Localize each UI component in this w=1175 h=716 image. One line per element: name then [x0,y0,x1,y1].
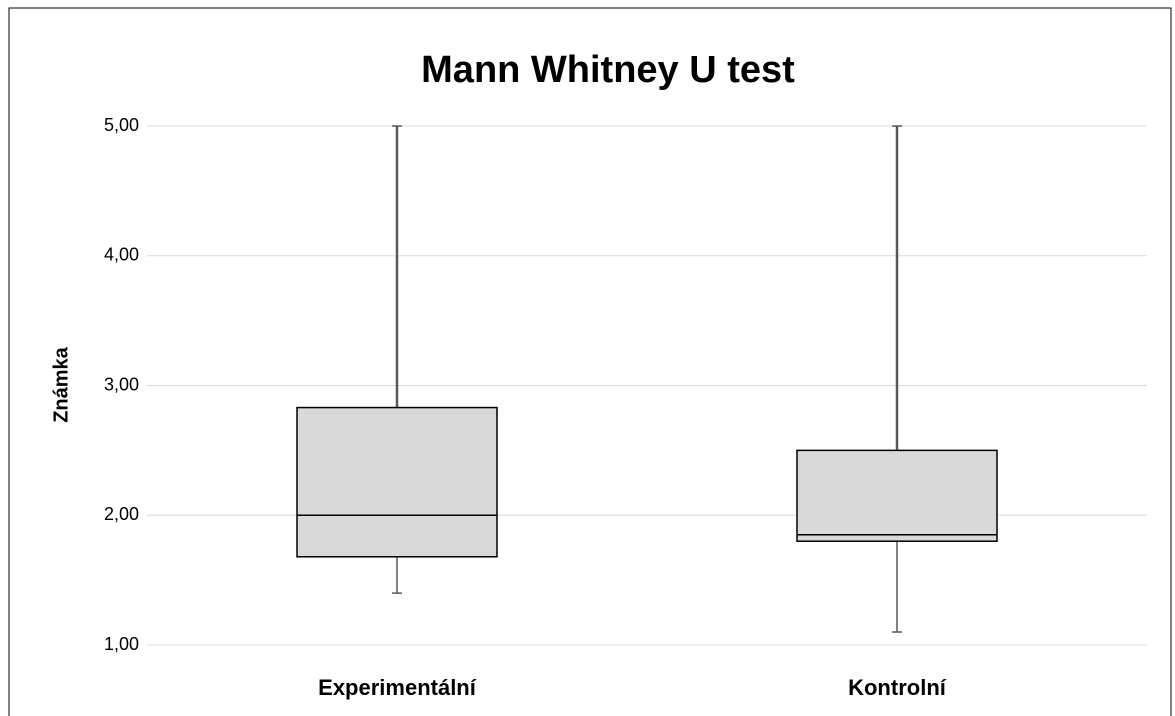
y-tick-label: 1,00 [104,634,139,654]
y-tick-label: 4,00 [104,245,139,265]
y-tick-label: 3,00 [104,374,139,394]
y-axis-label: Známka [50,346,72,422]
x-tick-label: Kontrolní [848,675,947,700]
y-tick-label: 2,00 [104,504,139,524]
box [296,406,498,558]
box [796,449,998,542]
chart-border [8,7,1172,716]
chart-title: Mann Whitney U test [421,49,795,91]
x-tick-label: Experimentální [318,675,477,700]
y-tick-label: 5,00 [104,115,139,135]
